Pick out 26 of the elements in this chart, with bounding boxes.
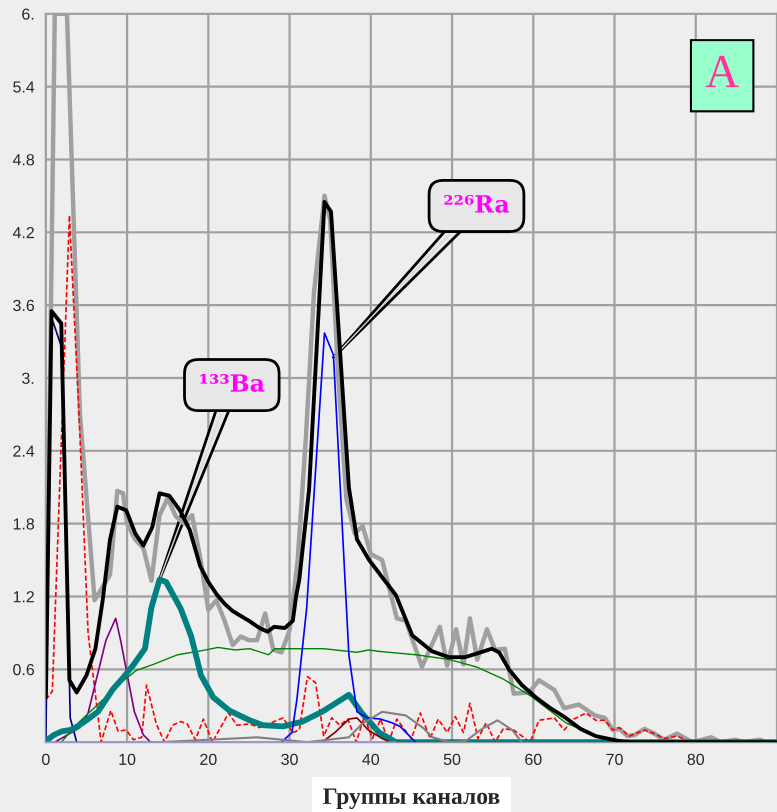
x-tick-label: 40 (362, 754, 380, 766)
y-tick-label: 3.6 (13, 300, 34, 312)
y-tick-label: 1.8 (14, 518, 34, 530)
x-tick-label: 50 (444, 754, 460, 766)
y-tick-label: 6. (22, 8, 34, 20)
y-tick-label: 2.4 (13, 445, 34, 457)
annotation: A (706, 56, 739, 88)
x-tick-label: 10 (119, 754, 136, 766)
line-series (280, 332, 416, 742)
line-series (158, 710, 523, 742)
annotation: ¹³³Ba (200, 374, 264, 392)
x-tick-label: 30 (281, 754, 298, 766)
y-tick-label: 0.6 (13, 664, 34, 676)
x-tick-label: 80 (688, 754, 704, 766)
x-tick-label: 70 (606, 754, 623, 766)
y-tick-label: 4.2 (12, 226, 34, 238)
x-tick-label: 20 (200, 754, 217, 766)
y-tick-label: 5.4 (13, 81, 34, 93)
y-tick-label: 3. (22, 372, 34, 384)
y-tick-label: 4.8 (12, 154, 34, 166)
annotation: ²²⁶Ra (444, 194, 510, 213)
line-series (321, 717, 392, 742)
x-axis-title: Группы каналов (323, 788, 500, 810)
y-tick-label: 1.2 (14, 591, 34, 602)
x-tick-label: 0 (42, 754, 50, 766)
x-tick-label: 60 (525, 754, 542, 766)
